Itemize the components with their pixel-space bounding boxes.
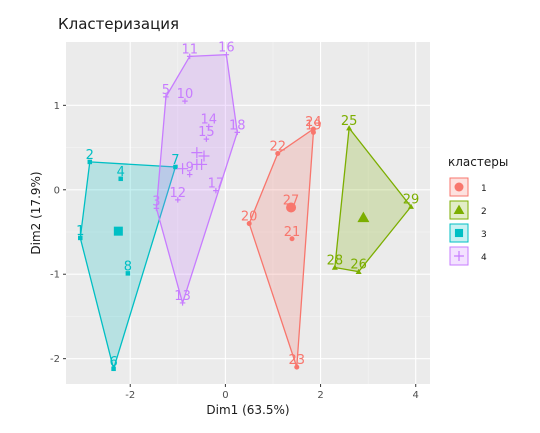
point-22 bbox=[275, 150, 281, 156]
point-label-20: 20 bbox=[241, 210, 258, 225]
point-14 bbox=[205, 123, 212, 130]
x-tick-label: 2 bbox=[317, 390, 323, 401]
cluster-4-marker bbox=[198, 150, 210, 162]
cluster-2-centroid bbox=[357, 211, 370, 223]
point-label-12: 12 bbox=[170, 186, 187, 201]
point-label-23: 23 bbox=[288, 353, 305, 368]
legend-label-1: 1 bbox=[481, 184, 487, 194]
point-label-11: 11 bbox=[181, 42, 198, 57]
legend-marker-3 bbox=[454, 228, 464, 238]
point-20 bbox=[246, 221, 252, 227]
cluster-4-marker bbox=[196, 158, 208, 170]
legend-label-2: 2 bbox=[481, 207, 487, 217]
y-tick-label: 1 bbox=[54, 101, 60, 112]
y-tick-label: 0 bbox=[54, 185, 60, 196]
point-label-3: 3 bbox=[152, 194, 160, 209]
cluster-4-centroid bbox=[191, 147, 203, 159]
cluster-4-marker bbox=[177, 163, 189, 175]
point-28 bbox=[331, 264, 338, 270]
legend: кластеры 1 2 3 4 bbox=[448, 155, 508, 266]
point-2 bbox=[87, 159, 93, 165]
point-labels: 1920212223242725262829124678359101112131… bbox=[76, 41, 419, 370]
point-6 bbox=[111, 366, 116, 372]
point-9 bbox=[186, 171, 193, 178]
point-15 bbox=[203, 136, 210, 142]
point-7 bbox=[173, 164, 178, 170]
point-8 bbox=[125, 271, 131, 276]
point-1 bbox=[78, 235, 83, 241]
point-5 bbox=[163, 94, 169, 100]
point-29 bbox=[407, 203, 414, 209]
point-label-21: 21 bbox=[284, 225, 301, 240]
point-label-18: 18 bbox=[229, 118, 246, 133]
point-label-17: 17 bbox=[208, 177, 225, 192]
point-label-27: 27 bbox=[283, 194, 300, 209]
point-label-24: 24 bbox=[305, 115, 322, 130]
point-21 bbox=[289, 236, 295, 242]
y-tick-label: -2 bbox=[50, 354, 60, 365]
point-23 bbox=[294, 364, 300, 370]
point-label-22: 22 bbox=[269, 139, 286, 154]
legend-label-3: 3 bbox=[481, 230, 487, 240]
point-label-5: 5 bbox=[162, 83, 170, 98]
point-label-4: 4 bbox=[117, 165, 125, 180]
legend-marker-2 bbox=[453, 204, 465, 215]
point-11 bbox=[186, 53, 193, 60]
point-26 bbox=[355, 268, 362, 274]
legend-label-4: 4 bbox=[481, 253, 487, 263]
grid-lines bbox=[66, 42, 430, 384]
point-4 bbox=[118, 176, 123, 182]
x-tick-label: -2 bbox=[125, 390, 135, 401]
point-10 bbox=[182, 98, 188, 104]
data-points bbox=[78, 51, 414, 372]
point-label-14: 14 bbox=[200, 112, 217, 127]
y-axis-title: Dim2 (17.9%) bbox=[29, 171, 43, 254]
x-tick-label: 4 bbox=[413, 390, 419, 401]
point-label-2: 2 bbox=[86, 148, 94, 163]
point-label-26: 26 bbox=[350, 258, 367, 273]
chart-title: Кластеризация bbox=[58, 15, 179, 33]
legend-marker-1 bbox=[454, 182, 464, 192]
x-axis-title: Dim1 (63.5%) bbox=[206, 403, 289, 417]
point-label-10: 10 bbox=[177, 87, 194, 102]
point-24 bbox=[310, 126, 316, 132]
point-label-29: 29 bbox=[403, 193, 420, 208]
point-13 bbox=[179, 300, 186, 306]
point-label-9: 9 bbox=[186, 161, 194, 176]
cluster-3-centroid bbox=[113, 226, 123, 236]
cluster-hulls bbox=[79, 53, 412, 372]
y-tick-label: -1 bbox=[50, 270, 60, 281]
cluster-1-centroid bbox=[286, 202, 297, 213]
point-12 bbox=[175, 197, 181, 203]
legend-marker-4 bbox=[454, 251, 464, 261]
point-label-1: 1 bbox=[76, 224, 84, 239]
point-label-7: 7 bbox=[171, 153, 179, 168]
point-16 bbox=[223, 51, 230, 58]
point-18 bbox=[234, 129, 241, 136]
legend-title: кластеры bbox=[448, 155, 508, 169]
point-3 bbox=[153, 205, 160, 212]
point-label-19: 19 bbox=[305, 118, 322, 133]
point-label-6: 6 bbox=[109, 355, 117, 370]
point-25 bbox=[346, 125, 353, 131]
point-17 bbox=[213, 187, 219, 194]
point-label-28: 28 bbox=[327, 253, 344, 268]
point-label-25: 25 bbox=[341, 114, 358, 129]
point-label-8: 8 bbox=[124, 259, 132, 274]
axes: -2 0 2 4-2-101 bbox=[50, 101, 419, 401]
x-tick-label: 0 bbox=[222, 390, 228, 401]
point-label-15: 15 bbox=[198, 125, 215, 140]
point-label-13: 13 bbox=[174, 289, 191, 304]
point-label-16: 16 bbox=[218, 41, 235, 56]
